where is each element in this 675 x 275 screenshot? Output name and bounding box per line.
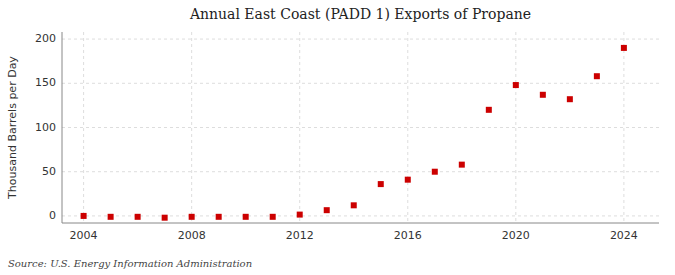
- x-tick-label: 2012: [286, 229, 314, 242]
- y-grid-line: [62, 39, 659, 40]
- points: [81, 45, 627, 221]
- point: [81, 213, 87, 219]
- point: [135, 214, 141, 220]
- point: [270, 214, 276, 220]
- point: [621, 45, 627, 51]
- title: Annual East Coast (PADD 1) Exports of Pr…: [189, 6, 531, 22]
- y-grid-line: [62, 171, 659, 172]
- x-grid-line: [515, 32, 516, 223]
- x-grid-line: [83, 32, 84, 223]
- point: [189, 214, 195, 220]
- y-tick-label: 100: [35, 121, 56, 134]
- point: [567, 96, 573, 102]
- x-tick-label: 2024: [610, 229, 638, 242]
- y-axis-line: [62, 32, 63, 223]
- annotation: Source: U.S. Energy Information Administ…: [8, 258, 252, 269]
- point: [297, 212, 303, 218]
- y-grid-line: [62, 83, 659, 84]
- point: [540, 92, 546, 98]
- chart: 0 50 100 150 200 2004 2008 2012 2016 2020 2024 Annu…: [0, 0, 675, 275]
- grid: [62, 32, 659, 223]
- x-tick-label: 2020: [502, 229, 530, 242]
- point: [378, 181, 384, 187]
- x-axis-line: [62, 223, 659, 224]
- point: [216, 214, 222, 220]
- y-tick-label: 150: [35, 76, 56, 89]
- point: [459, 162, 465, 168]
- point: [405, 177, 411, 183]
- point: [351, 202, 357, 208]
- point: [513, 82, 519, 88]
- y-tick-label: 200: [35, 32, 56, 45]
- point: [324, 207, 330, 213]
- point: [432, 169, 438, 175]
- y-tick-label: 0: [49, 209, 56, 222]
- y-grid-line: [62, 127, 659, 128]
- y-tick-label: 50: [42, 165, 56, 178]
- y-axis-label: Thousand Barrels per Day: [6, 56, 19, 200]
- point: [594, 73, 600, 79]
- x-grid-line: [407, 32, 408, 223]
- point: [486, 107, 492, 113]
- y-grid-line: [62, 215, 659, 216]
- x-tick-label: 2016: [394, 229, 422, 242]
- point: [108, 214, 114, 220]
- x-grid-line: [623, 32, 624, 223]
- point: [243, 214, 249, 220]
- x-grid-line: [191, 32, 192, 223]
- x-tick-label: 2008: [178, 229, 206, 242]
- x-grid-line: [299, 32, 300, 223]
- point: [162, 215, 168, 221]
- x-tick-label: 2004: [70, 229, 98, 242]
